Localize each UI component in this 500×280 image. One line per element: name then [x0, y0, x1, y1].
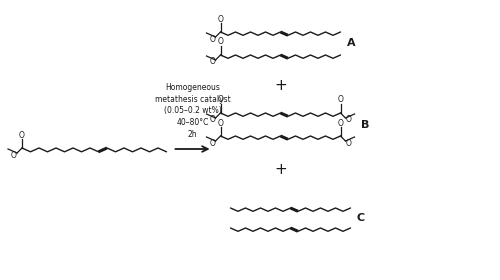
- Text: O: O: [218, 118, 224, 127]
- Text: B: B: [360, 120, 369, 129]
- Text: O: O: [218, 15, 224, 24]
- Text: O: O: [210, 57, 216, 67]
- Text: O: O: [346, 115, 352, 125]
- Text: O: O: [338, 118, 344, 127]
- Text: O: O: [338, 95, 344, 104]
- Text: O: O: [218, 95, 224, 104]
- Text: C: C: [356, 213, 364, 223]
- Text: O: O: [218, 38, 224, 46]
- Text: +: +: [274, 162, 287, 178]
- Text: O: O: [346, 139, 352, 148]
- Text: A: A: [346, 39, 355, 48]
- Text: O: O: [210, 34, 216, 43]
- Text: O: O: [19, 130, 25, 139]
- Text: +: +: [274, 78, 287, 92]
- Text: Homogeneous
metathesis catalyst
(0.05–0.2 wt%)
40–80°C
2h: Homogeneous metathesis catalyst (0.05–0.…: [154, 83, 230, 139]
- Text: O: O: [11, 151, 17, 160]
- Text: O: O: [210, 139, 216, 148]
- Text: O: O: [210, 115, 216, 125]
